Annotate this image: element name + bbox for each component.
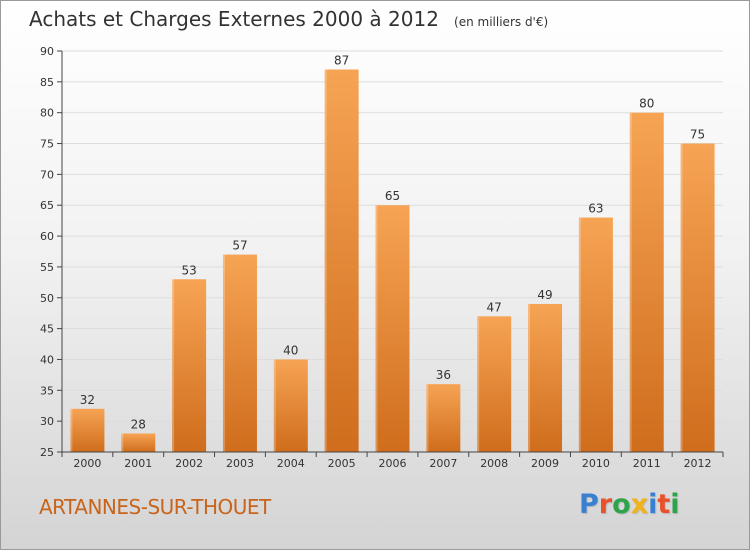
logo-letter: t	[657, 489, 671, 520]
data-label: 36	[436, 368, 451, 382]
bar-2012[interactable]	[680, 143, 715, 453]
bar-2009[interactable]	[528, 303, 563, 452]
y-tick-label: 80	[40, 107, 54, 120]
proxiti-logo[interactable]: Proxiti	[579, 489, 680, 520]
commune-name: ARTANNES-SUR-THOUET	[39, 495, 271, 519]
chart-subtitle: (en milliers d'€)	[454, 15, 549, 29]
bars	[70, 69, 715, 453]
y-tick-label: 30	[40, 415, 54, 428]
data-label: 65	[385, 189, 400, 203]
x-tick-label: 2004	[277, 457, 305, 470]
logo-letter: i	[670, 489, 680, 520]
x-tick-label: 2012	[684, 457, 712, 470]
x-tick-label: 2008	[480, 457, 508, 470]
bar-2003[interactable]	[222, 254, 257, 452]
labels: 25 30 35 40 45 50 55 60 65 70 75 80 85 90 32 2000 28 2001…	[40, 45, 712, 470]
y-tick-label: 35	[40, 384, 54, 397]
data-label: 87	[334, 54, 349, 68]
y-tick-label: 90	[40, 45, 54, 58]
data-label: 53	[181, 263, 196, 277]
bar-highlight	[172, 279, 175, 452]
title-row: Achats et Charges Externes 2000 à 2012 (…	[29, 7, 548, 31]
data-label: 75	[690, 128, 705, 142]
bar-2005[interactable]	[324, 69, 359, 452]
bar-2011[interactable]	[629, 112, 664, 452]
logo-letter: P	[579, 489, 599, 520]
x-tick-label: 2011	[633, 457, 661, 470]
bar-2002[interactable]	[172, 279, 207, 452]
bar-highlight	[578, 217, 581, 452]
data-label: 57	[232, 239, 247, 253]
y-tick-label: 65	[40, 199, 54, 212]
bar-highlight	[70, 408, 73, 452]
x-tick-label: 2006	[379, 457, 407, 470]
y-tick-label: 60	[40, 230, 54, 243]
data-label: 80	[639, 97, 654, 111]
y-tick-label: 85	[40, 76, 54, 89]
bar-2007[interactable]	[426, 384, 461, 452]
data-label: 28	[131, 417, 146, 431]
chart-title: Achats et Charges Externes 2000 à 2012	[29, 7, 439, 31]
bar-2000[interactable]	[70, 408, 105, 452]
data-label: 49	[537, 288, 552, 302]
data-label: 32	[80, 393, 95, 407]
bar-highlight	[121, 433, 124, 452]
y-tick-label: 50	[40, 292, 54, 305]
y-tick-label: 70	[40, 168, 54, 181]
bar-2010[interactable]	[578, 217, 613, 452]
bar-2001[interactable]	[121, 433, 156, 452]
x-tick-label: 2009	[531, 457, 559, 470]
data-label: 40	[283, 343, 298, 357]
bar-highlight	[375, 205, 378, 452]
bar-highlight	[222, 254, 225, 452]
y-tick-label: 45	[40, 323, 54, 336]
logo-letter: i	[648, 489, 658, 520]
x-tick-label: 2000	[73, 457, 101, 470]
bar-highlight	[324, 69, 327, 452]
bar-2006[interactable]	[375, 205, 410, 452]
y-tick-label: 75	[40, 138, 54, 151]
y-tick-label: 25	[40, 446, 54, 459]
data-label: 63	[588, 202, 603, 216]
bar-highlight	[680, 143, 683, 453]
bar-highlight	[528, 303, 531, 452]
x-tick-label: 2003	[226, 457, 254, 470]
bar-highlight	[477, 316, 480, 452]
bar-2008[interactable]	[477, 316, 512, 452]
x-tick-label: 2007	[429, 457, 457, 470]
x-tick-label: 2010	[582, 457, 610, 470]
y-tick-label: 40	[40, 353, 54, 366]
logo-letter: o	[612, 489, 631, 520]
bar-highlight	[273, 359, 276, 452]
bar-highlight	[629, 112, 632, 452]
y-tick-label: 55	[40, 261, 54, 274]
x-tick-label: 2005	[328, 457, 356, 470]
data-label: 47	[487, 300, 502, 314]
axes	[57, 50, 724, 457]
x-tick-label: 2002	[175, 457, 203, 470]
logo-letter: r	[598, 489, 613, 520]
x-tick-label: 2001	[124, 457, 152, 470]
bar-2004[interactable]	[273, 359, 308, 452]
bar-highlight	[426, 384, 429, 452]
logo-letter: x	[630, 489, 649, 520]
